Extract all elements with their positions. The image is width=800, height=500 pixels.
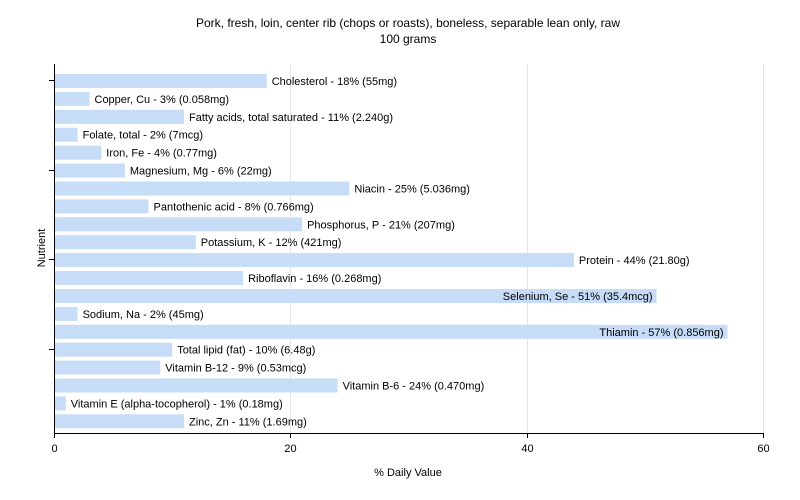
bar-label: Potassium, K - 12% (421mg) <box>201 237 342 249</box>
bar-label: Sodium, Na - 2% (45mg) <box>83 309 204 321</box>
bar <box>55 253 574 268</box>
bar <box>55 127 78 142</box>
bar-label: Magnesium, Mg - 6% (22mg) <box>130 166 272 178</box>
bar-label: Folate, total - 2% (7mcg) <box>83 130 203 142</box>
chart-title: Pork, fresh, loin, center rib (chops or … <box>0 15 800 47</box>
bar-label: Cholesterol - 18% (55mg) <box>272 76 397 88</box>
bar <box>55 91 90 106</box>
bar <box>55 181 350 196</box>
bar-label: Vitamin E (alpha-tocopherol) - 1% (0.18m… <box>71 398 283 410</box>
bars: Cholesterol - 18% (55mg) Copper, Cu - 3% … <box>55 74 728 429</box>
bar <box>55 289 657 303</box>
bar <box>55 217 303 232</box>
bar <box>55 306 78 321</box>
bar-label: Thiamin - 57% (0.856mg) <box>599 327 723 339</box>
bar-label: Protein - 44% (21.80g) <box>579 255 690 267</box>
chart-title-text: Pork, fresh, loin, center rib (chops or … <box>196 16 620 30</box>
chart-subtitle-text: 100 grams <box>379 32 437 46</box>
gridlines <box>290 64 764 433</box>
axes: 0 20 40 60 <box>49 64 770 455</box>
bar <box>55 378 338 393</box>
bar <box>55 199 149 214</box>
bar <box>55 145 102 160</box>
bar-label: Vitamin B-12 - 9% (0.53mcg) <box>165 363 306 375</box>
bar <box>55 324 728 339</box>
x-axis-title: % Daily Value <box>374 467 442 479</box>
y-axis-title: Nutrient <box>36 229 48 268</box>
bar <box>55 74 267 88</box>
bar-label: Vitamin B-6 - 24% (0.470mg) <box>343 381 485 393</box>
bar-label: Copper, Cu - 3% (0.058mg) <box>95 94 230 106</box>
bar-label: Niacin - 25% (5.036mg) <box>354 184 470 196</box>
bar <box>55 163 125 178</box>
bar-label: Zinc, Zn - 11% (1.69mg) <box>189 416 307 428</box>
bar-label: Selenium, Se - 51% (35.4mcg) <box>503 291 653 303</box>
bar <box>55 235 196 250</box>
bar <box>55 396 66 411</box>
bar <box>55 271 244 285</box>
x-tick-label: 60 <box>757 443 769 455</box>
bar <box>55 360 161 375</box>
bar-label: Total lipid (fat) - 10% (6.48g) <box>177 345 315 357</box>
bar <box>55 109 184 124</box>
bar-label: Pantothenic acid - 8% (0.766mg) <box>154 201 314 213</box>
bar-label: Iron, Fe - 4% (0.77mg) <box>106 148 217 160</box>
bar <box>55 414 184 429</box>
bar <box>55 342 173 357</box>
bar-label: Fatty acids, total saturated - 11% (2.24… <box>189 112 393 124</box>
bar-label: Riboflavin - 16% (0.268mg) <box>248 273 381 285</box>
x-tick-label: 20 <box>284 443 296 455</box>
bar-label: Phosphorus, P - 21% (207mg) <box>307 219 455 231</box>
x-tick-label: 40 <box>521 443 533 455</box>
x-tick-label: 0 <box>51 443 57 455</box>
